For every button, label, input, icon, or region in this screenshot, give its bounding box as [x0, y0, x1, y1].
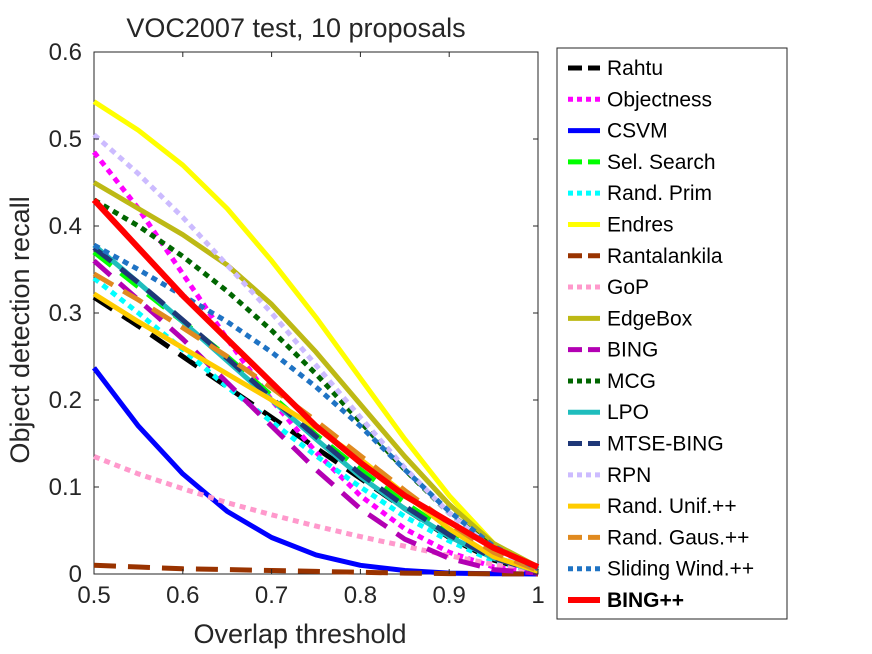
legend: Rahtu Objectness CSVM Sel. Search Rand. Prim…	[556, 47, 788, 620]
legend-box	[556, 47, 788, 620]
x-tick-label: 0.5	[77, 582, 110, 609]
y-tick-label: 0.4	[49, 213, 82, 240]
legend-label-rand-unif: Rand. Unif.++	[607, 495, 737, 518]
series-line-rantalankila	[93, 562, 539, 577]
legend-label-bing: BING	[607, 339, 658, 362]
legend-items: Rahtu Objectness CSVM Sel. Search Rand. Prim…	[568, 57, 754, 612]
x-axis-label: Overlap threshold	[193, 619, 406, 649]
series-line-bing	[91, 197, 540, 570]
legend-label-csvm: CSVM	[607, 120, 668, 143]
x-tick-label: 0.6	[166, 582, 199, 609]
legend-label-rand-gaus: Rand. Gaus.++	[607, 526, 749, 549]
legend-label-edgebox: EdgeBox	[607, 307, 693, 330]
series-layer	[91, 99, 540, 577]
legend-label-rpn: RPN	[607, 464, 651, 487]
y-tick-label: 0.3	[49, 300, 82, 327]
series-line-bing	[92, 258, 539, 576]
series-line-objectness	[92, 150, 539, 576]
legend-label-rand-prim: Rand. Prim	[607, 182, 712, 205]
tick-layer: 0.5 0.6 0.7 0.8 0.9 1 0 0.1 0.2 0.3 0.4 0.5 0.6	[49, 39, 545, 609]
series-line-sliding-wind	[92, 242, 540, 572]
legend-label-lpo: LPO	[607, 401, 649, 424]
series-line-csvm	[92, 366, 539, 577]
legend-label-rahtu: Rahtu	[607, 57, 663, 80]
legend-label-objectness: Objectness	[607, 88, 712, 111]
legend-label-gop: GoP	[607, 276, 649, 299]
x-tick-label: 1	[531, 582, 544, 609]
series-line-mtse-bing	[92, 245, 539, 574]
legend-label-mtse-bing: MTSE-BING	[607, 433, 724, 456]
legend-label-sel-search: Sel. Search	[607, 151, 716, 174]
y-tick-label: 0.6	[49, 39, 82, 66]
x-tick-label: 0.8	[344, 582, 377, 609]
series-line-rpn	[92, 132, 540, 573]
y-tick-label: 0.1	[49, 474, 82, 501]
series-line-gop	[93, 454, 539, 574]
legend-label-bing: BING++	[607, 589, 684, 612]
legend-label-sliding-wind: Sliding Wind.++	[607, 558, 754, 581]
plot-frame	[93, 51, 539, 575]
series-line-edgebox	[92, 180, 540, 570]
legend-label-rantalankila: Rantalankila	[607, 245, 723, 268]
legend-label-mcg: MCG	[607, 370, 656, 393]
y-tick-label: 0.5	[49, 126, 82, 153]
x-tick-label: 0.7	[255, 582, 288, 609]
y-axis-label: Object detection recall	[5, 196, 35, 463]
chart-title: VOC2007 test, 10 proposals	[126, 13, 465, 43]
plot-area: 0.5 0.6 0.7 0.8 0.9 1 0 0.1 0.2 0.3 0.4 0.5 0.6	[49, 39, 545, 609]
y-tick-label: 0	[69, 561, 82, 588]
x-tick-label: 0.9	[433, 582, 466, 609]
series-line-endres	[92, 99, 540, 572]
y-tick-label: 0.2	[49, 387, 82, 414]
legend-label-endres: Endres	[607, 213, 674, 236]
